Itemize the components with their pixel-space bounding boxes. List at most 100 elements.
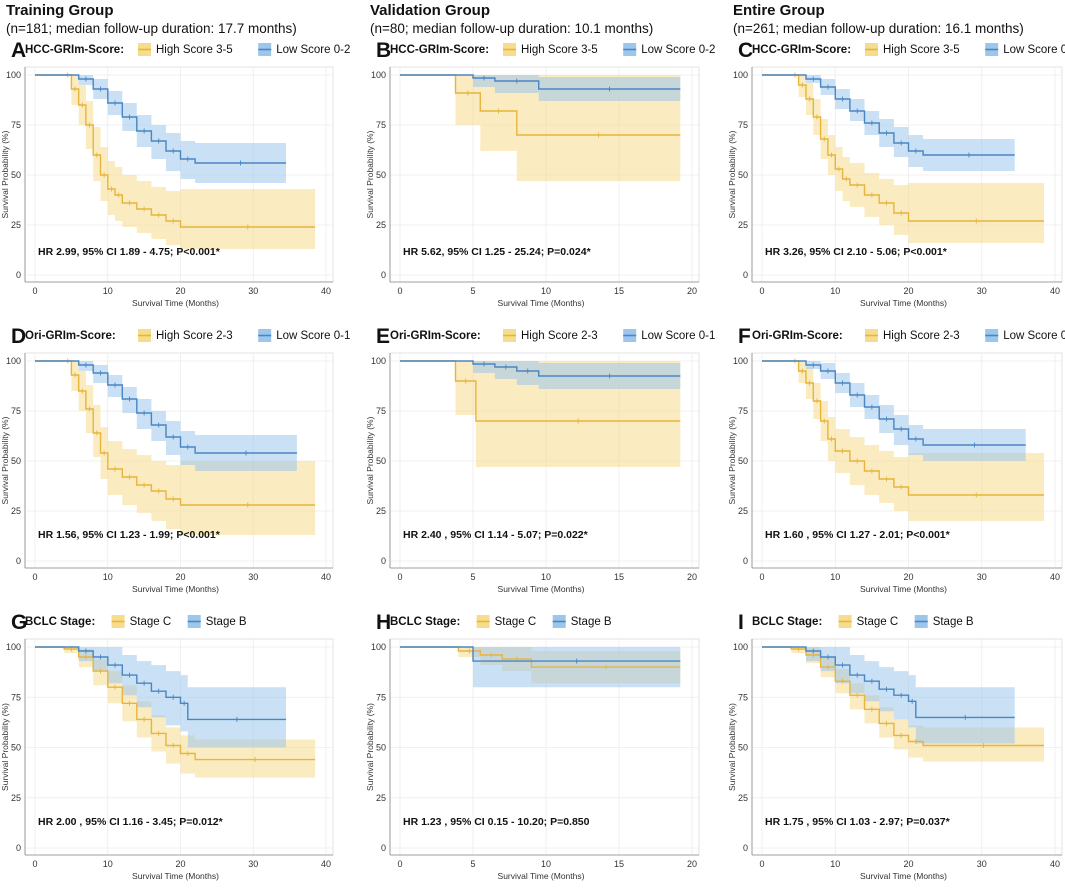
column-title: Validation Group bbox=[370, 2, 491, 19]
x-tick-label: 20 bbox=[175, 572, 185, 582]
x-tick-label: 20 bbox=[175, 286, 185, 296]
column-header-validation: Validation Group (n=80; median follow-up… bbox=[370, 2, 720, 37]
y-tick-label: 0 bbox=[381, 556, 386, 566]
panel-letter: D bbox=[11, 325, 26, 348]
km-curve-low bbox=[762, 360, 1026, 446]
x-tick-label: 15 bbox=[614, 286, 624, 296]
x-tick-label: 5 bbox=[470, 286, 475, 296]
legend-label-high: High Score 3-5 bbox=[521, 44, 598, 56]
hazard-ratio-label: HR 2.00 , 95% CI 1.16 - 3.45; P=0.012* bbox=[38, 816, 224, 828]
x-tick-label: 10 bbox=[103, 859, 113, 869]
y-axis-label: Survival Probability (%) bbox=[0, 130, 10, 218]
panel-letter: H bbox=[376, 611, 391, 634]
km-curve-high bbox=[35, 360, 316, 506]
x-axis-label: Survival Time (Months) bbox=[498, 298, 585, 308]
km-curve-high bbox=[762, 74, 1044, 222]
x-axis-label: Survival Time (Months) bbox=[860, 871, 947, 881]
legend-label-high: Stage C bbox=[857, 616, 899, 628]
x-axis-label: Survival Time (Months) bbox=[860, 298, 947, 308]
y-tick-label: 25 bbox=[376, 793, 386, 803]
plot-area bbox=[751, 66, 1063, 283]
ci-band-high bbox=[762, 75, 1044, 243]
legend-title: Ori-GRIm-Score: bbox=[25, 330, 116, 342]
hazard-ratio-label: HR 1.56, 95% CI 1.23 - 1.99; P<0.001* bbox=[38, 529, 221, 541]
hazard-ratio-label: HR 1.60 , 95% CI 1.27 - 2.01; P<0.001* bbox=[765, 529, 951, 541]
km-curve-high bbox=[400, 74, 681, 136]
x-tick-label: 30 bbox=[977, 572, 987, 582]
x-tick-label: 0 bbox=[32, 572, 37, 582]
x-tick-label: 15 bbox=[614, 572, 624, 582]
legend-label-high: High Score 3-5 bbox=[883, 44, 960, 56]
x-tick-label: 10 bbox=[830, 286, 840, 296]
y-tick-label: 50 bbox=[738, 170, 748, 180]
y-tick-label: 75 bbox=[376, 406, 386, 416]
x-tick-label: 40 bbox=[321, 572, 331, 582]
km-curve-low bbox=[35, 74, 286, 164]
y-tick-label: 25 bbox=[738, 220, 748, 230]
hazard-ratio-label: HR 3.26, 95% CI 2.10 - 5.06; P<0.001* bbox=[765, 246, 948, 258]
ci-band-high bbox=[35, 361, 316, 535]
x-tick-label: 20 bbox=[903, 572, 913, 582]
x-axis-label: Survival Time (Months) bbox=[132, 871, 219, 881]
legend-title: HCC-GRIm-Score: bbox=[390, 44, 489, 56]
hazard-ratio-label: HR 1.23 , 95% CI 0.15 - 10.20; P=0.850 bbox=[403, 816, 590, 828]
km-curve-high bbox=[762, 360, 1044, 496]
column-title: Training Group bbox=[6, 2, 114, 19]
legend-title: Ori-GRIm-Score: bbox=[752, 330, 843, 342]
y-tick-label: 100 bbox=[733, 70, 748, 80]
legend-label-low: Stage B bbox=[571, 616, 612, 628]
x-tick-label: 40 bbox=[321, 286, 331, 296]
km-curve-low bbox=[762, 74, 1015, 156]
x-tick-label: 5 bbox=[470, 859, 475, 869]
y-tick-label: 0 bbox=[16, 270, 21, 280]
x-axis-label: Survival Time (Months) bbox=[132, 298, 219, 308]
panel-letter: I bbox=[738, 611, 744, 634]
x-axis-label: Survival Time (Months) bbox=[860, 584, 947, 594]
y-tick-label: 25 bbox=[11, 793, 21, 803]
y-tick-label: 0 bbox=[743, 843, 748, 853]
x-tick-label: 5 bbox=[470, 572, 475, 582]
x-tick-label: 0 bbox=[32, 859, 37, 869]
km-curve-low bbox=[35, 360, 297, 454]
x-tick-label: 10 bbox=[103, 286, 113, 296]
x-tick-label: 10 bbox=[830, 859, 840, 869]
y-axis-label: Survival Probability (%) bbox=[365, 416, 375, 504]
panel-letter: C bbox=[738, 39, 753, 62]
ci-band-low bbox=[35, 75, 286, 183]
legend-label-low: Stage B bbox=[206, 616, 247, 628]
y-axis-label: Survival Probability (%) bbox=[365, 703, 375, 791]
y-tick-label: 50 bbox=[11, 456, 21, 466]
y-tick-label: 0 bbox=[743, 556, 748, 566]
y-tick-label: 75 bbox=[738, 692, 748, 702]
legend-label-low: Stage B bbox=[933, 616, 974, 628]
y-tick-label: 100 bbox=[6, 70, 21, 80]
column-header-entire: Entire Group (n=261; median follow-up du… bbox=[733, 2, 1065, 37]
y-axis-label: Survival Probability (%) bbox=[727, 416, 737, 504]
x-tick-label: 40 bbox=[1050, 859, 1060, 869]
hazard-ratio-label: HR 2.99, 95% CI 1.89 - 4.75; P<0.001* bbox=[38, 246, 221, 258]
y-tick-label: 75 bbox=[11, 406, 21, 416]
x-tick-label: 10 bbox=[830, 572, 840, 582]
x-tick-label: 40 bbox=[1050, 286, 1060, 296]
x-tick-label: 0 bbox=[397, 859, 402, 869]
km-curve-low bbox=[762, 646, 1015, 719]
x-tick-label: 20 bbox=[687, 859, 697, 869]
legend-title: HCC-GRIm-Score: bbox=[752, 44, 851, 56]
panel-letter: B bbox=[376, 39, 391, 62]
y-tick-label: 25 bbox=[376, 506, 386, 516]
legend-title: HCC-GRIm-Score: bbox=[25, 44, 124, 56]
x-tick-label: 30 bbox=[248, 859, 258, 869]
y-axis-label: Survival Probability (%) bbox=[0, 703, 10, 791]
y-tick-label: 50 bbox=[11, 170, 21, 180]
y-tick-label: 50 bbox=[738, 743, 748, 753]
column-subtitle: (n=261; median follow-up duration: 16.1 … bbox=[733, 21, 1024, 36]
km-panel-e: E Ori-GRIm-Score: High Score 2-3 Low Score … bbox=[365, 325, 715, 594]
y-tick-label: 100 bbox=[733, 356, 748, 366]
x-tick-label: 10 bbox=[103, 572, 113, 582]
y-tick-label: 25 bbox=[11, 506, 21, 516]
legend-label-high: High Score 2-3 bbox=[156, 330, 233, 342]
